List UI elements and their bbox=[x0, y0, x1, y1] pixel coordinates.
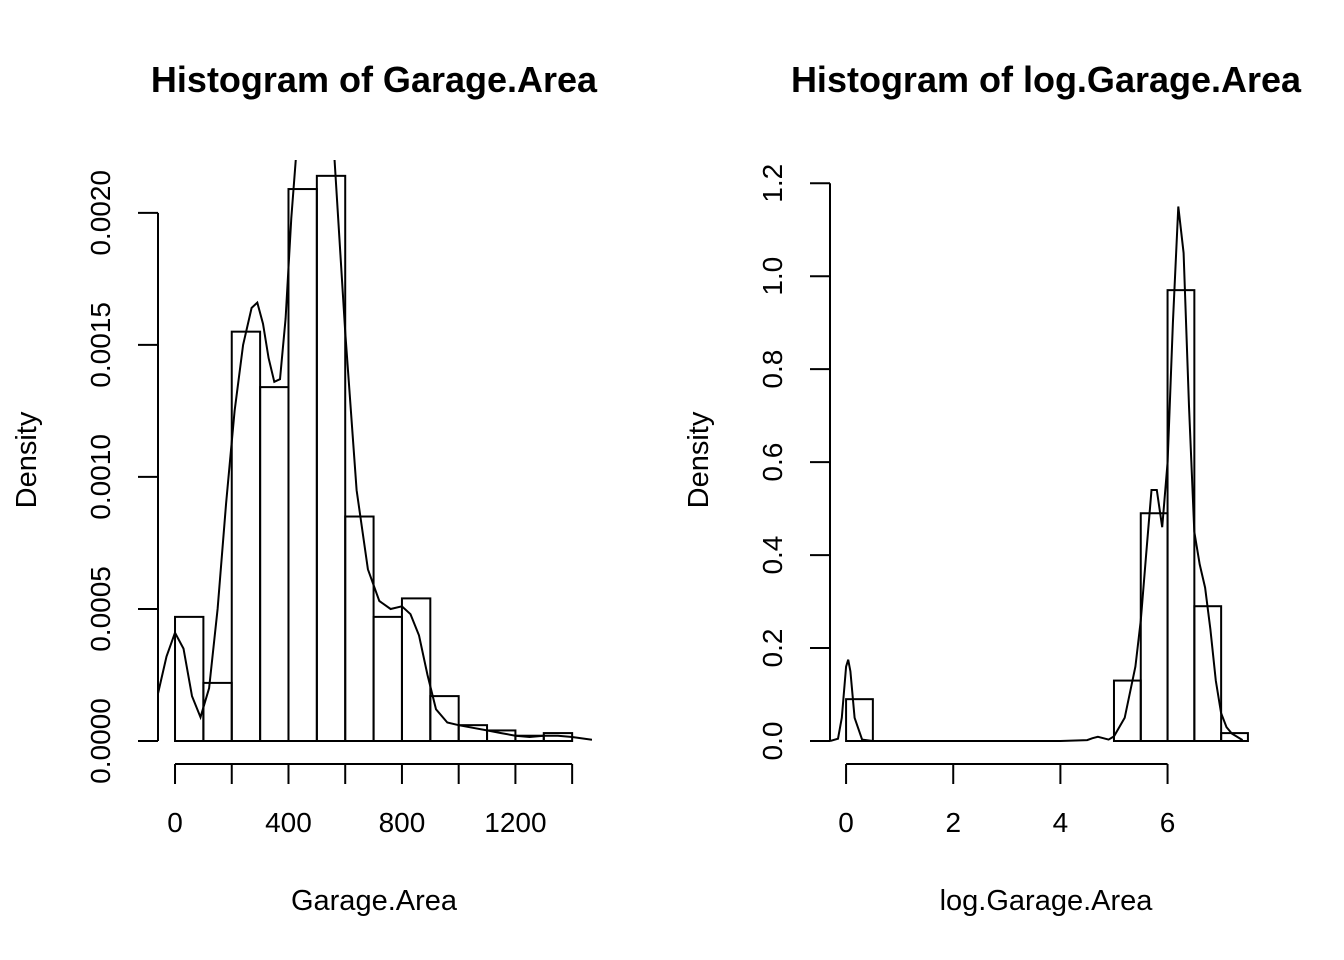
y-tick-label: 0.0000 bbox=[85, 698, 116, 784]
chart-title: Histogram of log.Garage.Area bbox=[791, 59, 1302, 100]
y-tick-label: 1.2 bbox=[757, 164, 788, 203]
panel-garage-area: Histogram of Garage.Area Garage.Area Den… bbox=[11, 59, 598, 917]
x-axis-label: Garage.Area bbox=[291, 885, 458, 917]
panel-log-garage-area: Histogram of log.Garage.Area log.Garage.… bbox=[683, 59, 1302, 917]
x-tick-label: 400 bbox=[265, 807, 312, 838]
y-tick-label: 0.0010 bbox=[85, 434, 116, 520]
x-axis: 0 400 800 1200 bbox=[167, 763, 574, 838]
y-tick-label: 0.0005 bbox=[85, 566, 116, 652]
density-line bbox=[830, 206, 1244, 742]
histogram-bar bbox=[174, 615, 205, 742]
histogram-bar bbox=[400, 597, 432, 743]
histogram-bar bbox=[1139, 512, 1169, 742]
x-axis: 0 2 4 6 bbox=[838, 763, 1176, 838]
y-tick-label: 0.2 bbox=[757, 629, 788, 668]
y-tick-label: 0.0 bbox=[757, 722, 788, 761]
y-axis: 0.0000 0.0005 0.0010 0.0015 0.0020 bbox=[85, 170, 159, 784]
x-tick-label: 4 bbox=[1053, 807, 1069, 838]
x-tick-label: 0 bbox=[167, 807, 183, 838]
histogram-bar bbox=[287, 188, 318, 743]
y-tick-label: 0.6 bbox=[757, 443, 788, 482]
y-tick-label: 0.4 bbox=[757, 536, 788, 575]
histogram-bar bbox=[259, 386, 290, 742]
y-axis-label: Density bbox=[683, 411, 715, 508]
histogram-bar bbox=[1193, 605, 1223, 743]
x-tick-label: 2 bbox=[945, 807, 961, 838]
y-tick-label: 1.0 bbox=[757, 257, 788, 296]
bars bbox=[174, 174, 574, 743]
x-tick-label: 1200 bbox=[484, 807, 546, 838]
x-tick-label: 800 bbox=[379, 807, 426, 838]
density-curve bbox=[830, 206, 1244, 742]
chart-title: Histogram of Garage.Area bbox=[151, 59, 598, 100]
histogram-bar bbox=[429, 695, 460, 743]
x-axis-label: log.Garage.Area bbox=[940, 885, 1154, 917]
histogram-bar bbox=[1220, 732, 1249, 742]
y-tick-label: 0.8 bbox=[757, 350, 788, 389]
histogram-bar bbox=[372, 615, 403, 742]
y-tick-label: 0.0015 bbox=[85, 302, 116, 388]
y-tick-label: 0.0020 bbox=[85, 170, 116, 256]
histogram-bar bbox=[845, 698, 874, 743]
density-curve bbox=[158, 160, 592, 741]
histogram-bar bbox=[315, 174, 347, 742]
y-axis-label: Density bbox=[11, 411, 43, 508]
y-axis: 0.0 0.2 0.4 0.6 0.8 1.0 1.2 bbox=[757, 164, 831, 761]
histogram-bar bbox=[1112, 679, 1142, 742]
x-tick-label: 0 bbox=[838, 807, 854, 838]
density-line bbox=[158, 160, 592, 741]
histogram-bar bbox=[344, 515, 375, 742]
x-tick-label: 6 bbox=[1160, 807, 1176, 838]
